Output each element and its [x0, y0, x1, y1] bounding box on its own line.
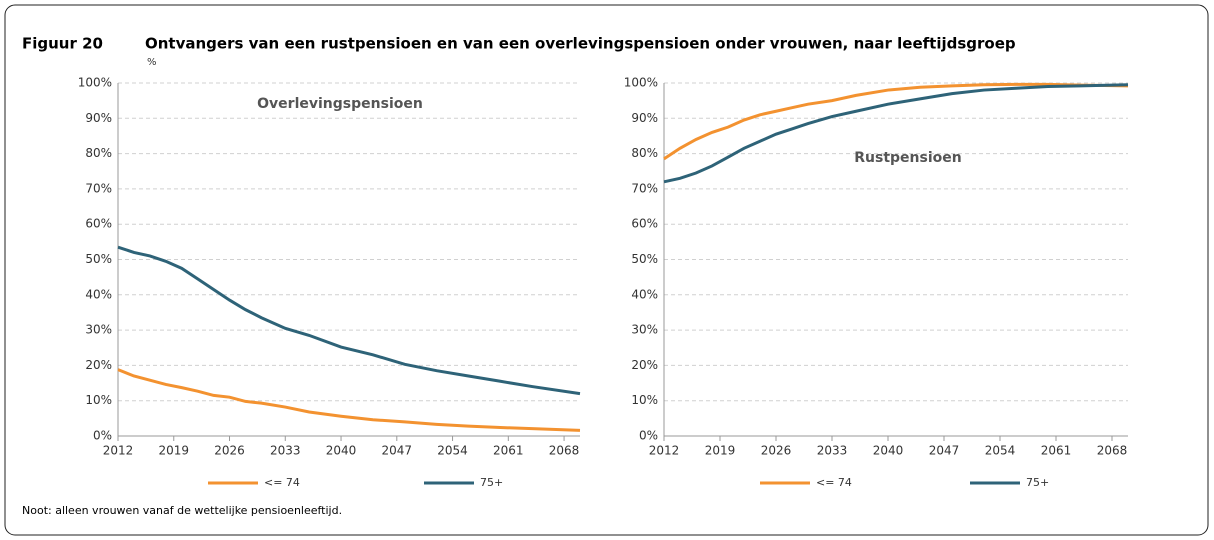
line-series: [117, 368, 581, 432]
x-tick-label: 2040: [873, 444, 904, 458]
y-tick-label: 80%: [85, 146, 112, 160]
x-tick-label: 2012: [103, 444, 134, 458]
subtitle: %: [147, 57, 157, 68]
x-tick-label: 2026: [761, 444, 792, 458]
frame: [4, 4, 1209, 536]
legend-label: <= 74: [264, 476, 300, 489]
x-tick-label: 2054: [437, 444, 468, 458]
y-tick-label: 30%: [85, 323, 112, 337]
note: Noot: alleen vrouwen vanaf de wettelijke…: [22, 504, 342, 517]
y-tick-label: 10%: [85, 393, 112, 407]
y-tick-label: 70%: [631, 181, 658, 195]
annotation: Overlevingspensioen: [257, 96, 423, 112]
x-tick-label: 2019: [158, 444, 189, 458]
y-tick-label: 100%: [78, 76, 112, 90]
x-tick-label: 2026: [214, 444, 245, 458]
y-tick-label: 30%: [631, 323, 658, 337]
y-tick-label: 20%: [85, 358, 112, 372]
y-tick-label: 100%: [624, 76, 658, 90]
x-tick-label: 2033: [270, 444, 301, 458]
y-tick-label: 20%: [631, 358, 658, 372]
figure-title: Ontvangers van een rustpensioen en van e…: [145, 35, 1016, 53]
annotation: Rustpensioen: [854, 150, 961, 166]
line-series: [663, 82, 1129, 161]
y-tick-label: 0%: [639, 429, 658, 443]
y-tick-label: 40%: [631, 287, 658, 301]
x-tick-label: 2040: [326, 444, 357, 458]
x-tick-label: 2068: [549, 444, 580, 458]
x-tick-label: 2054: [985, 444, 1016, 458]
figure-label: Figuur 20: [22, 35, 103, 53]
legend-label: 75+: [480, 476, 503, 489]
y-tick-label: 50%: [631, 252, 658, 266]
line-series: [663, 83, 1129, 184]
y-tick-label: 70%: [85, 181, 112, 195]
y-tick-label: 90%: [85, 111, 112, 125]
x-tick-label: 2033: [817, 444, 848, 458]
x-tick-label: 2047: [382, 444, 413, 458]
y-tick-label: 50%: [85, 252, 112, 266]
y-tick-label: 60%: [85, 217, 112, 231]
y-tick-label: 10%: [631, 393, 658, 407]
x-tick-label: 2068: [1097, 444, 1128, 458]
legend-label: <= 74: [816, 476, 852, 489]
y-tick-label: 60%: [631, 217, 658, 231]
x-tick-label: 2061: [493, 444, 524, 458]
x-tick-label: 2019: [705, 444, 736, 458]
x-tick-label: 2061: [1041, 444, 1072, 458]
y-tick-label: 90%: [631, 111, 658, 125]
y-tick-label: 40%: [85, 287, 112, 301]
y-tick-label: 0%: [93, 429, 112, 443]
legend-label: 75+: [1026, 476, 1049, 489]
x-tick-label: 2012: [649, 444, 680, 458]
x-tick-label: 2047: [929, 444, 960, 458]
line-series: [117, 245, 581, 396]
y-tick-label: 80%: [631, 146, 658, 160]
